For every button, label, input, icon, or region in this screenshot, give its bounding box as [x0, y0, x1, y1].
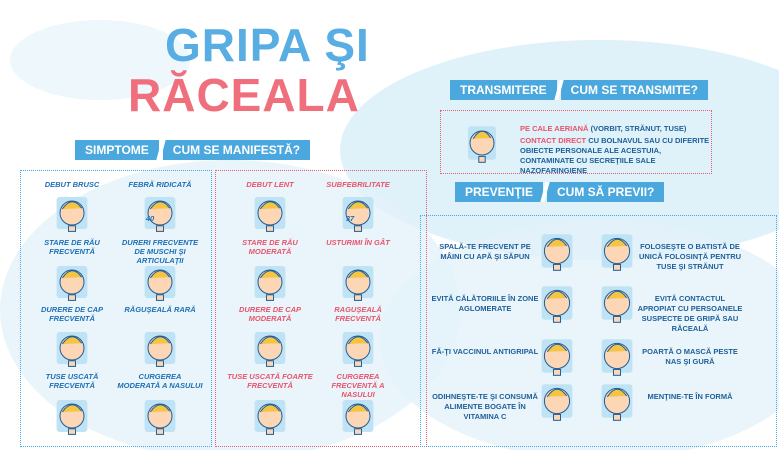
cold-box [215, 170, 427, 447]
icon [342, 197, 374, 232]
icon [342, 332, 374, 367]
symptom-label: CURGEREA MODERATĂ A NASULUI [117, 372, 203, 390]
symptom-label: TUSE USCATĂ FOARTE FRECVENTĂ [227, 372, 313, 390]
symptom-label: TUSE USCATĂ FRECVENTĂ [45, 372, 99, 390]
prevention-text: FOLOSEŞTE O BATISTĂ DE UNICĂ FOLOSINŢĂ P… [638, 242, 742, 271]
symptom-label: DURERE DE CAP FRECVENTĂ [40, 305, 104, 323]
icon [254, 197, 286, 232]
icon [601, 339, 633, 376]
prevention-text: EVITĂ CONTACTUL APROPIAT CU PERSOANELE S… [637, 294, 743, 333]
symptom-label: DURERI FRECVENTE DE MUSCHI ŞI ARTICULAŢI… [121, 238, 199, 265]
icon [601, 384, 633, 421]
transmission-contact: CONTACT DIRECT CU BOLNAVUL SAU CU DIFERI… [520, 136, 710, 176]
transmission-header: TRANSMITERE CUM SE TRANSMITE? [450, 80, 709, 100]
header-subtitle: CUM SE TRANSMITE? [560, 80, 709, 100]
thermometer-label: 40 [145, 214, 155, 223]
icon [541, 286, 573, 323]
prevention-box [420, 215, 777, 447]
icon [254, 400, 286, 435]
flu-box [20, 170, 212, 447]
prevention-text: POARTĂ O MASCĂ PESTE NAS ŞI GURĂ [642, 347, 738, 366]
header-title: PREVENŢIE [455, 182, 544, 202]
prevention-text: EVITĂ CĂLĂTORIILE ÎN ZONE AGLOMERATE [431, 294, 539, 313]
text: CU BOLNAVUL SAU CU DIFERITE OBIECTE PERS… [520, 136, 710, 175]
header-subtitle: CUM SE MANIFESTĂ? [162, 140, 311, 160]
symptom-label: RĂGUŞEALĂ RARĂ [124, 305, 196, 314]
icon [342, 400, 374, 435]
icon [254, 332, 286, 367]
icon [601, 234, 633, 271]
header-subtitle: CUM SĂ PREVII? [547, 182, 665, 202]
icon [541, 234, 573, 271]
icon [541, 384, 573, 421]
icon [342, 266, 374, 301]
symptom-label: DEBUT LENT [246, 180, 294, 189]
icon [541, 339, 573, 376]
highlight: PE CALE AERIANĂ [520, 124, 589, 133]
icon [56, 400, 88, 435]
icon [56, 332, 88, 367]
symptoms-header: SIMPTOME CUM SE MANIFESTĂ? [75, 140, 311, 160]
prevention-text: MENŢINE-TE ÎN FORMĂ [647, 392, 733, 401]
symptom-label: STARE DE RĂU FRECVENTĂ [44, 238, 100, 256]
symptom-label: SUBFEBRILITATE [326, 180, 390, 189]
icon [254, 266, 286, 301]
icon [144, 197, 176, 232]
icon [144, 332, 176, 367]
symptom-label: USTURIMI ÎN GÂT [326, 238, 390, 247]
title-line2: RĂCEALA [128, 69, 360, 121]
icon [468, 126, 496, 163]
prevention-text: SPALĂ-TE FRECVENT PE MÂINI CU APĂ ŞI SĂP… [439, 242, 531, 261]
icon [144, 266, 176, 301]
title-line1: GRIPA ŞI [165, 19, 370, 71]
symptom-label: DEBUT BRUSC [44, 180, 100, 189]
icon [144, 400, 176, 435]
highlight: CONTACT DIRECT [520, 136, 587, 145]
transmission-air: PE CALE AERIANĂ (VORBIT, STRĂNUT, TUSE) [520, 124, 710, 134]
prevention-text: ODIHNEŞTE-TE ŞI CONSUMĂ ALIMENTE BOGATE … [432, 392, 538, 421]
icon [601, 286, 633, 323]
prevention-header: PREVENŢIE CUM SĂ PREVII? [455, 182, 665, 202]
symptom-label: DURERE DE CAP MODERATĂ [238, 305, 302, 323]
symptom-label: RAGUŞEALĂ FRECVENTĂ [334, 305, 382, 323]
text: (VORBIT, STRĂNUT, TUSE) [590, 124, 687, 133]
header-title: TRANSMITERE [450, 80, 557, 100]
thermometer-label: 37 [345, 214, 355, 223]
icon [56, 266, 88, 301]
transmission-box [440, 110, 712, 174]
symptom-label: CURGEREA FRECVENTĂ A NASULUI [331, 372, 385, 399]
symptom-label: STARE DE RĂU MODERATĂ [242, 238, 298, 256]
header-title: SIMPTOME [75, 140, 159, 160]
prevention-text: FĂ-ŢI VACCINUL ANTIGRIPAL [431, 347, 539, 356]
symptom-label: FEBRĂ RIDICATĂ [128, 180, 192, 189]
icon [56, 197, 88, 232]
